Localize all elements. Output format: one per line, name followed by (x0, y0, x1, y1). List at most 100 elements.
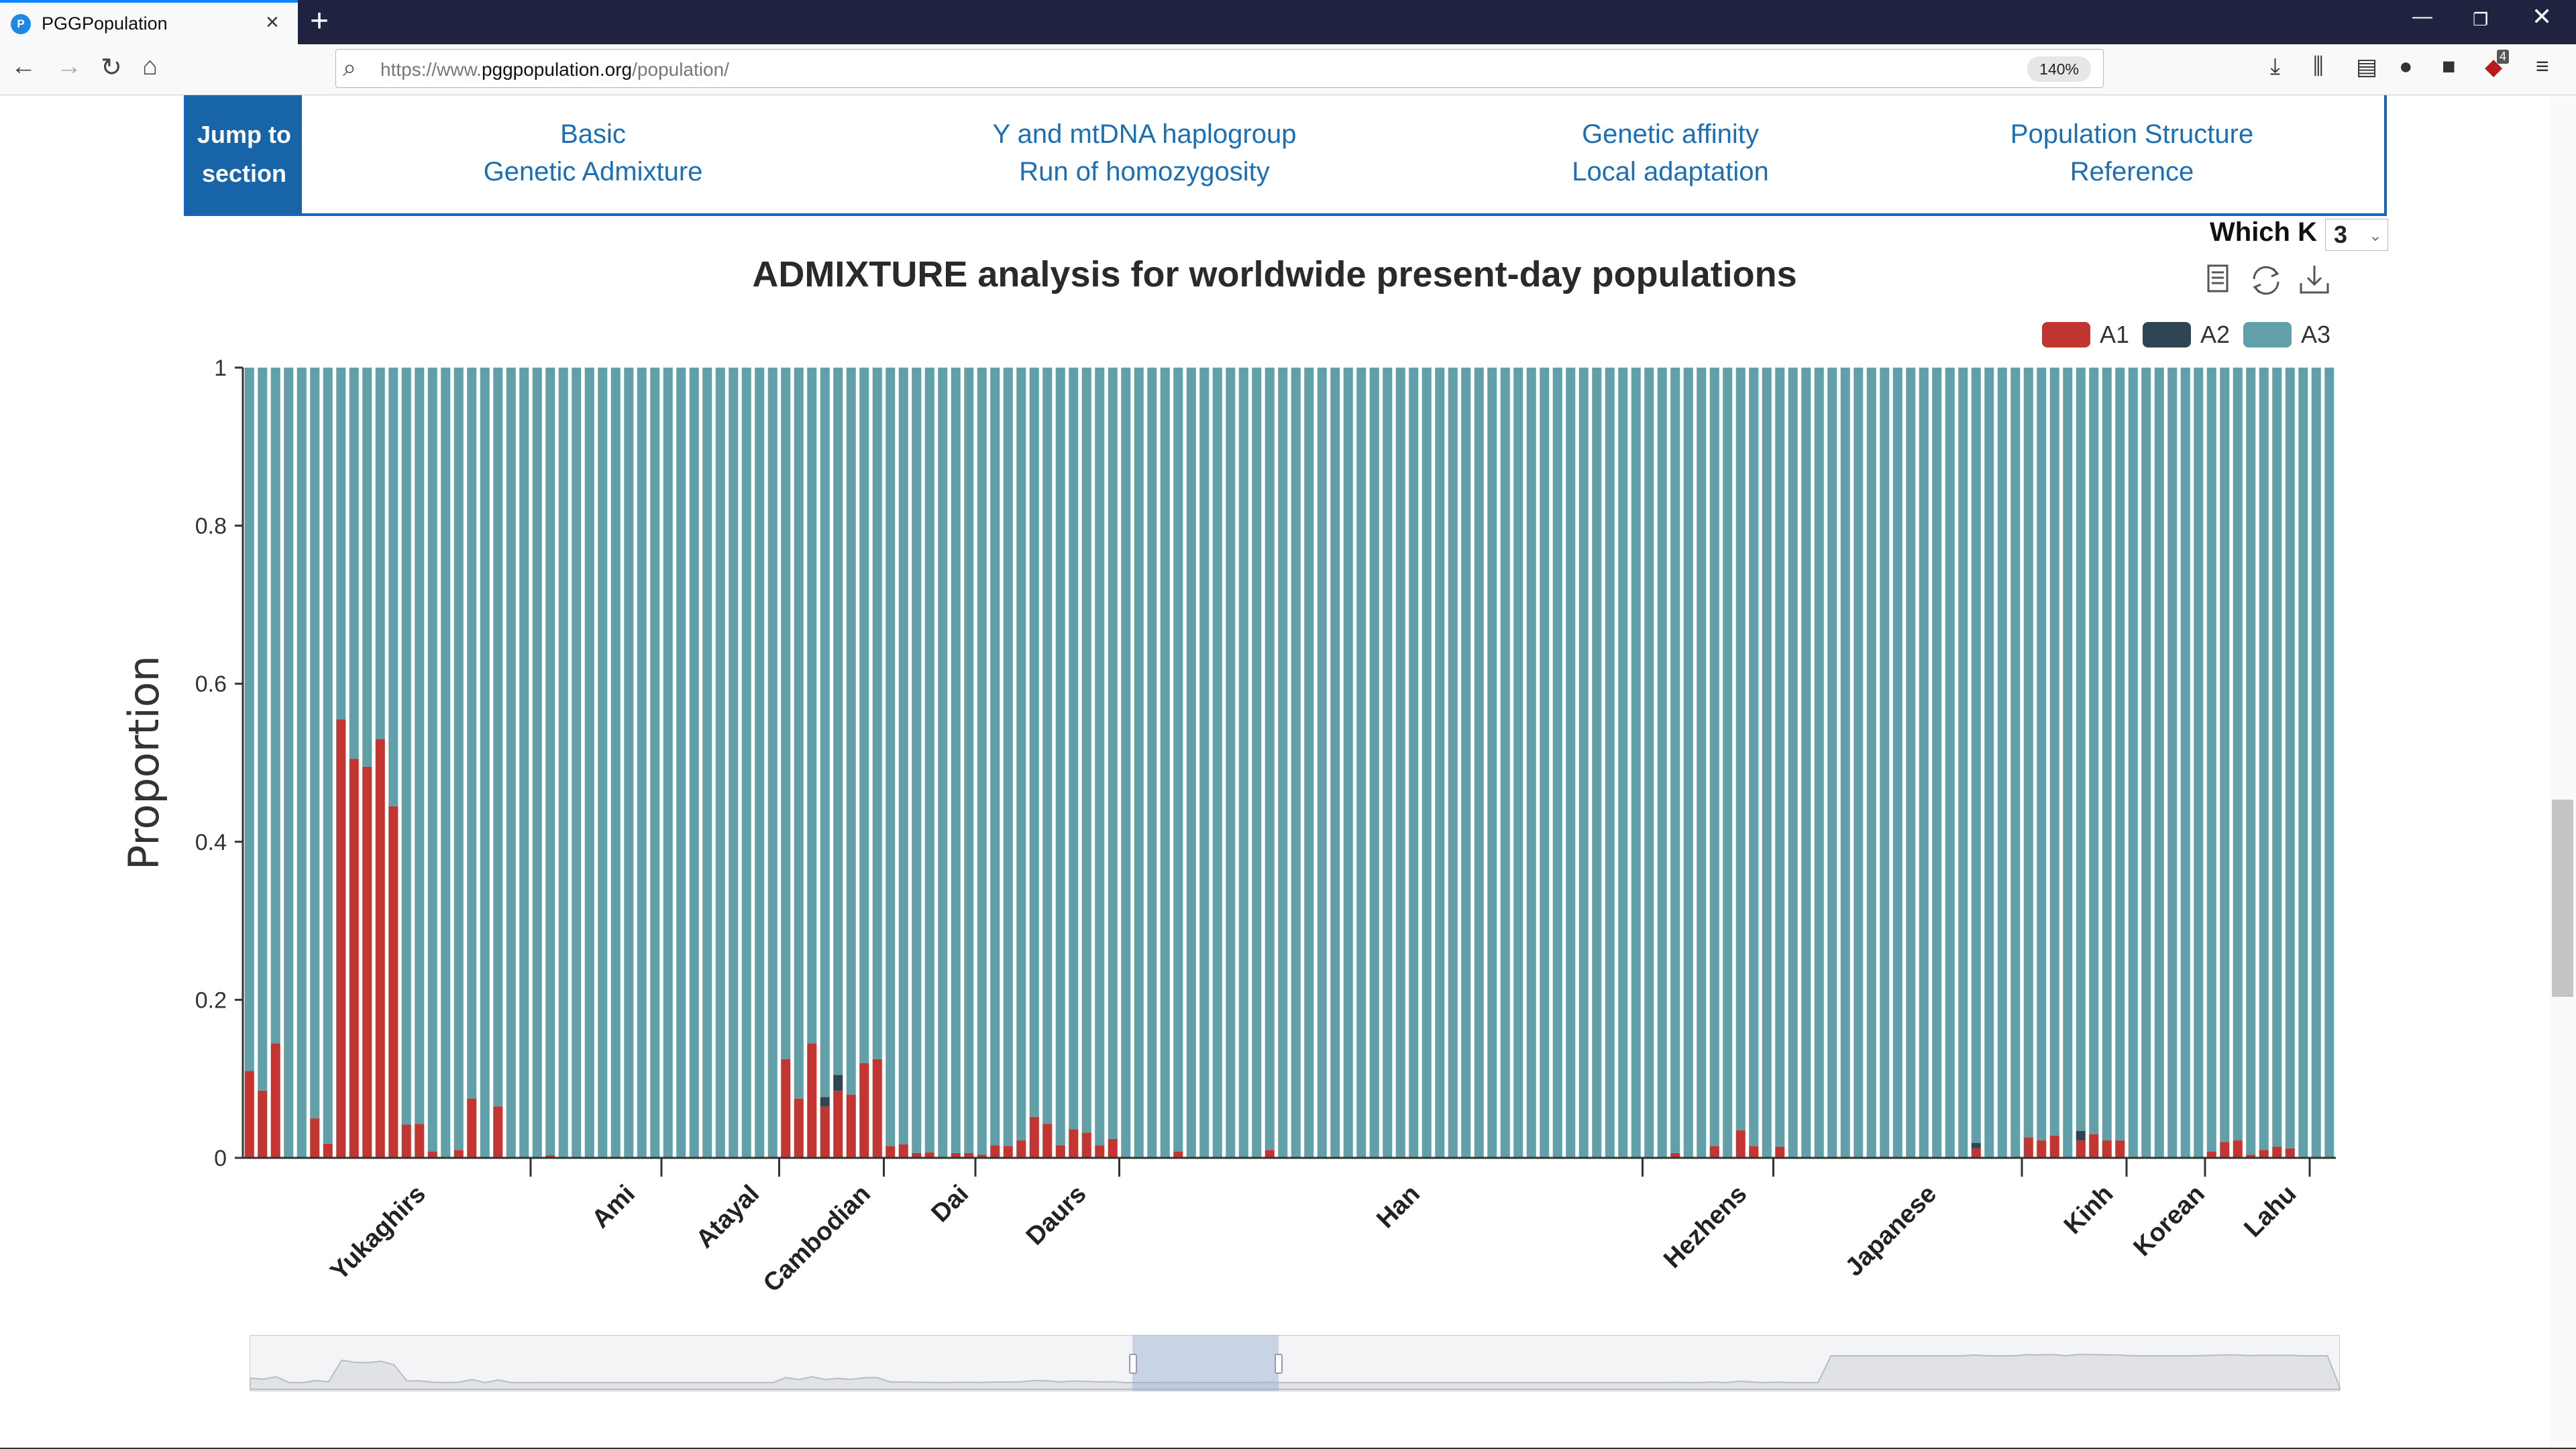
bar-a1 (2076, 1140, 2086, 1158)
bar-a3 (1461, 368, 1471, 1158)
bar-a3 (2259, 368, 2269, 1150)
bar-a3 (2115, 368, 2125, 1141)
bar-a3 (1749, 368, 1759, 1146)
datazoom-handle-left[interactable] (1129, 1354, 1137, 1374)
legend-label-a1: A1 (2100, 321, 2130, 348)
browser-tab[interactable]: P PGGPopulation × (0, 0, 298, 44)
bar-a1 (453, 1150, 464, 1158)
bar-a1 (244, 1071, 254, 1158)
y-tick-label: 0.2 (195, 987, 227, 1013)
restore-chart-icon[interactable] (2246, 260, 2286, 301)
download-icon[interactable]: ⤓ (2270, 54, 2281, 79)
bar-a3 (964, 368, 974, 1153)
bar-a3 (1029, 368, 1039, 1117)
reload-icon[interactable]: ↻ (101, 54, 122, 82)
bar-a3 (1618, 368, 1628, 1158)
jump-link-group-2: Y and mtDNA haplogroup Run of homozygosi… (876, 115, 1413, 191)
jump-link-population-structure[interactable]: Population Structure (2010, 119, 2254, 149)
bar-a3 (2076, 368, 2086, 1131)
close-window-icon[interactable]: ✕ (2532, 3, 2553, 30)
data-view-icon[interactable] (2198, 260, 2238, 301)
bar-a3 (362, 368, 372, 767)
jump-link-genetic-affinity[interactable]: Genetic affinity (1582, 119, 1759, 149)
bar-a3 (977, 368, 987, 1155)
which-k-select[interactable]: 3 ⌄ (2325, 219, 2388, 251)
jump-link-roh[interactable]: Run of homozygosity (1019, 157, 1270, 186)
bar-a1 (1173, 1151, 1183, 1158)
bar-a1 (2037, 1140, 2047, 1158)
bar-a1 (846, 1094, 856, 1158)
jump-link-haplogroup[interactable]: Y and mtDNA haplogroup (992, 119, 1297, 149)
bar-a3 (1369, 368, 1379, 1158)
extension-icon[interactable]: ■ (2442, 54, 2456, 79)
zoom-indicator[interactable]: 140% (2027, 56, 2091, 82)
url-text[interactable]: https://www.pggpopulation.org/population… (380, 59, 729, 80)
bar-a1 (467, 1098, 477, 1158)
bar-a3 (1147, 368, 1157, 1158)
close-tab-icon[interactable]: × (266, 9, 279, 35)
bar-a3 (1605, 368, 1615, 1158)
library-icon[interactable]: ⫼ (2313, 54, 2324, 79)
bar-a1 (1749, 1146, 1759, 1158)
jump-link-genetic-admixture[interactable]: Genetic Admixture (483, 157, 703, 186)
bar-a1 (1016, 1140, 1026, 1158)
bar-a3 (689, 368, 699, 1158)
new-tab-icon[interactable]: + (310, 3, 329, 39)
home-icon[interactable]: ⌂ (142, 52, 158, 80)
save-image-icon[interactable] (2294, 260, 2334, 301)
bar-a3 (1238, 368, 1248, 1158)
x-tick-label: Han (1371, 1180, 1425, 1234)
restore-icon[interactable]: ❐ (2473, 9, 2489, 30)
address-bar[interactable]: ⌕ https://www.pggpopulation.org/populati… (335, 49, 2104, 88)
bar-a3 (610, 368, 621, 1158)
bar-a3 (2141, 368, 2151, 1158)
bar-a1 (375, 739, 385, 1158)
bar-a3 (990, 368, 1000, 1146)
jump-link-reference[interactable]: Reference (2070, 157, 2194, 186)
bar-a3 (755, 368, 765, 1158)
bar-a3 (584, 368, 594, 1158)
jump-link-basic[interactable]: Basic (560, 119, 626, 149)
datazoom-handle-right[interactable] (1275, 1354, 1283, 1374)
bar-a3 (885, 368, 896, 1146)
bar-a1 (1029, 1116, 1039, 1158)
extension-badge: 4 (2497, 50, 2510, 64)
page-scrollbar[interactable] (2549, 95, 2576, 1449)
bar-a1 (859, 1063, 869, 1158)
bar-a3 (1265, 368, 1275, 1150)
y-tick-label: 0.4 (195, 830, 227, 855)
datazoom-slider[interactable] (250, 1335, 2341, 1391)
bar-a3 (427, 368, 437, 1152)
bar-a3 (244, 368, 254, 1071)
bar-a3 (480, 368, 490, 1158)
bar-a3 (598, 368, 608, 1158)
datazoom-selection[interactable] (1132, 1335, 1279, 1391)
bar-a2 (833, 1075, 843, 1091)
bar-a1 (820, 1106, 830, 1158)
x-tick-label: Kinh (2059, 1180, 2118, 1240)
page-scrollbar-thumb[interactable] (2552, 800, 2573, 997)
legend-swatch-a2 (2143, 322, 2191, 347)
bar-a3 (767, 368, 777, 1158)
bar-a1 (1055, 1145, 1065, 1158)
bar-a1 (2220, 1142, 2230, 1158)
bar-a3 (1592, 368, 1602, 1158)
menu-icon[interactable]: ≡ (2536, 54, 2549, 79)
bar-a1 (310, 1118, 320, 1158)
chat-icon[interactable]: ● (2399, 54, 2413, 79)
bar-a1 (2246, 1155, 2256, 1158)
bar-a3 (349, 368, 359, 759)
forward-icon[interactable]: → (56, 52, 82, 80)
bar-a3 (1958, 368, 1968, 1158)
bar-a3 (846, 368, 856, 1095)
y-tick-label: 0.6 (195, 672, 227, 697)
bar-a3 (1330, 368, 1340, 1158)
jump-link-local-adaptation[interactable]: Local adaptation (1572, 157, 1769, 186)
sidebar-icon[interactable]: ▤ (2356, 54, 2378, 80)
bar-a3 (2246, 368, 2256, 1155)
bar-a3 (1540, 368, 1550, 1158)
bar-a3 (1984, 368, 1994, 1158)
back-icon[interactable]: ← (11, 52, 36, 80)
minimize-icon[interactable]: — (2412, 5, 2432, 28)
